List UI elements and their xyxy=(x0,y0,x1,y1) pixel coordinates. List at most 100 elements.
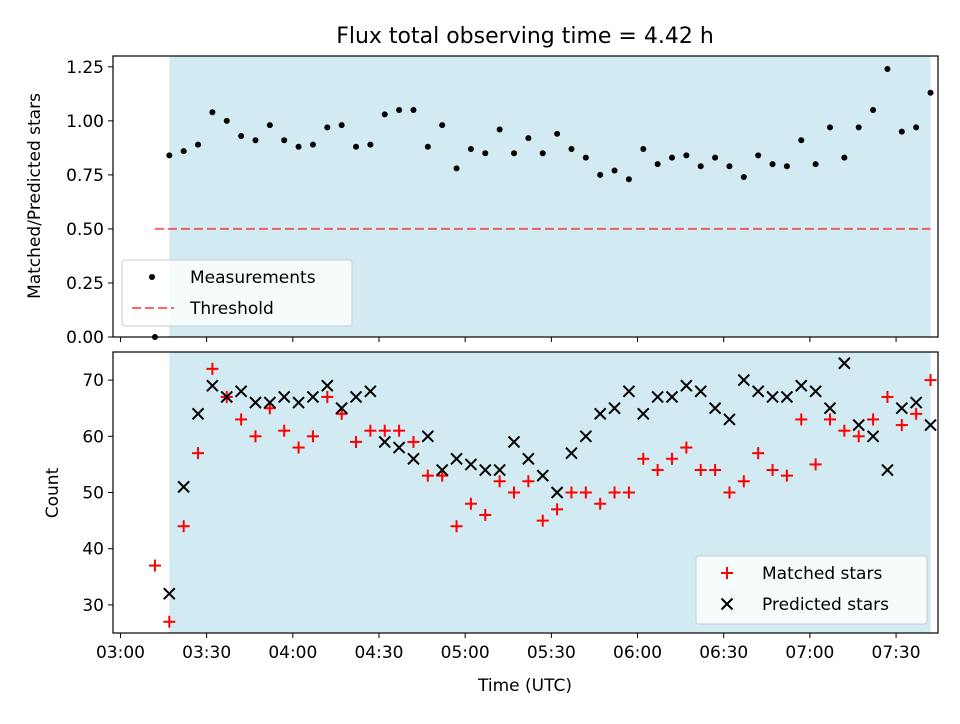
measurement-point xyxy=(826,124,833,131)
predicted-point xyxy=(450,452,463,465)
matched-point xyxy=(177,520,190,533)
predicted-point xyxy=(866,430,880,443)
measurement-point xyxy=(841,154,848,161)
measurement-point xyxy=(611,167,618,174)
predicted-point xyxy=(751,385,765,398)
matched-point xyxy=(895,419,908,432)
predicted-point xyxy=(220,390,233,404)
predicted-point-b xyxy=(292,396,305,409)
predicted-point xyxy=(795,379,808,392)
predicted-point-b xyxy=(277,390,291,404)
bottom-ytick-label: 70 xyxy=(82,371,104,391)
matched-point xyxy=(263,402,276,415)
predicted-point-b xyxy=(335,401,348,415)
predicted-point xyxy=(234,385,248,398)
threshold-legend-label: Threshold xyxy=(189,299,274,319)
predicted-point xyxy=(249,396,262,409)
predicted-point-b xyxy=(823,401,837,415)
matched-point xyxy=(910,407,923,420)
bottom-y-axis-label: Count xyxy=(43,467,63,518)
measurement-point xyxy=(898,128,905,135)
matched-point xyxy=(852,430,865,443)
matched-legend-label: Matched stars xyxy=(762,564,882,584)
matched-point xyxy=(651,464,664,477)
predicted-point xyxy=(177,480,190,494)
predicted-point-b xyxy=(479,463,492,477)
predicted-point xyxy=(680,379,693,392)
predicted-point-b xyxy=(593,407,607,421)
matched-point xyxy=(421,469,434,482)
matched-point xyxy=(508,486,521,499)
matched-point xyxy=(780,469,793,482)
measurement-point xyxy=(410,107,417,114)
predicted-point xyxy=(565,446,578,460)
predicted-point xyxy=(479,463,492,477)
measurement-point xyxy=(740,174,747,181)
matched-point xyxy=(206,362,219,375)
matched-point xyxy=(823,413,836,426)
measurement-point xyxy=(783,163,790,170)
bottom-ytick-label: 30 xyxy=(82,596,104,616)
predicted-point xyxy=(321,379,334,392)
predicted-point xyxy=(780,390,794,404)
measurement-point xyxy=(266,122,273,129)
matched-point xyxy=(450,520,463,533)
predicted-point-b xyxy=(622,385,636,398)
predicted-point xyxy=(507,435,521,449)
measurement-point xyxy=(927,89,934,96)
measurement-point xyxy=(324,124,331,131)
matched-point xyxy=(393,424,406,437)
measurement-point xyxy=(252,137,259,144)
predicted-point-b xyxy=(723,413,736,426)
predicted-point xyxy=(637,407,650,421)
predicted-point xyxy=(306,390,320,404)
measurement-point xyxy=(309,141,316,148)
predicted-point-b xyxy=(680,379,693,392)
measurement-point xyxy=(654,161,661,168)
measurement-point xyxy=(769,161,776,168)
predicted-point-b xyxy=(579,430,593,443)
measurement-point xyxy=(870,107,877,114)
measurements-legend-label: Measurements xyxy=(190,268,316,288)
top-legend-box xyxy=(121,259,353,327)
measurement-point xyxy=(582,154,589,161)
matched-point xyxy=(163,615,176,628)
measurement-point xyxy=(353,143,360,150)
measurement-point xyxy=(467,145,474,152)
predicted-point xyxy=(694,385,707,398)
matched-point xyxy=(709,464,722,477)
predicted-point xyxy=(522,452,535,465)
measurement-point xyxy=(209,109,216,116)
predicted-legend-marker xyxy=(720,597,734,611)
matched-point xyxy=(766,464,779,477)
top-legend: Measurements Threshold xyxy=(121,259,353,327)
matched-point xyxy=(737,475,750,488)
measurement-point xyxy=(238,132,245,139)
predicted-point xyxy=(809,385,822,398)
predicted-point-b xyxy=(637,407,650,421)
predicted-point xyxy=(708,401,722,415)
predicted-point xyxy=(421,430,435,443)
predicted-point xyxy=(852,418,865,432)
matched-point xyxy=(436,469,449,482)
measurement-point xyxy=(812,161,819,168)
measurement-point xyxy=(712,154,719,161)
matched-point xyxy=(292,441,305,454)
predicted-point xyxy=(536,469,549,482)
predicted-point xyxy=(292,396,305,409)
measurement-point xyxy=(281,137,288,144)
bottom-xtick-label: 05:30 xyxy=(527,643,576,663)
matched-point xyxy=(192,447,205,460)
bottom-xtick-label: 07:30 xyxy=(872,643,921,663)
bottom-xtick-label: 04:30 xyxy=(354,643,403,663)
measurement-point xyxy=(554,130,561,137)
predicted-point xyxy=(579,430,593,443)
measurement-point xyxy=(726,163,733,170)
bottom-xtick-label: 03:30 xyxy=(182,643,231,663)
predicted-legend-cross-b xyxy=(720,597,734,611)
predicted-point xyxy=(622,385,636,398)
top-ytick-label: 1.25 xyxy=(66,58,104,78)
predicted-point-b xyxy=(163,587,176,600)
predicted-point-b xyxy=(306,390,320,404)
